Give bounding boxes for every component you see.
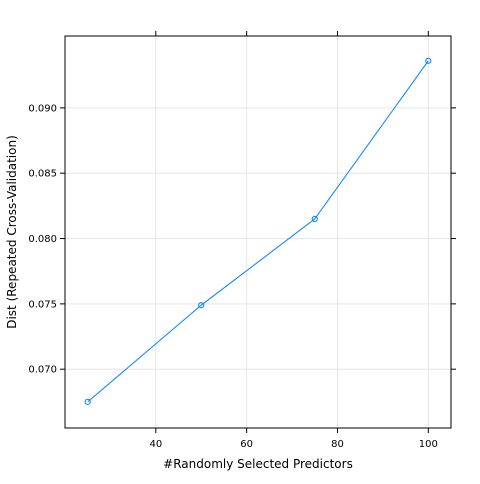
y-tick-label: 0.080 [28,234,57,245]
y-axis-ticks: 0.070 0.075 0.080 0.085 0.090 [28,103,456,376]
data-point [425,57,432,64]
y-axis-label: Dist (Repeated Cross-Validation) [5,135,19,329]
x-tick-label: 100 [419,439,438,450]
y-tick-label: 0.085 [28,169,57,180]
x-axis-ticks: 40 60 80 100 [149,31,438,450]
data-point [311,215,318,223]
grid-lines [65,36,451,428]
series-layer [84,57,432,405]
y-tick-label: 0.090 [28,103,57,114]
data-point [84,398,91,405]
x-axis-label: #Randomly Selected Predictors [163,457,353,471]
plot-area-frame [64,35,452,429]
x-tick-label: 40 [149,439,162,450]
series-line [87,60,429,403]
y-tick-label: 0.070 [28,365,57,376]
x-tick-label: 80 [331,439,344,450]
y-tick-label: 0.075 [28,299,57,310]
x-tick-label: 60 [240,439,253,450]
data-point [198,302,205,309]
